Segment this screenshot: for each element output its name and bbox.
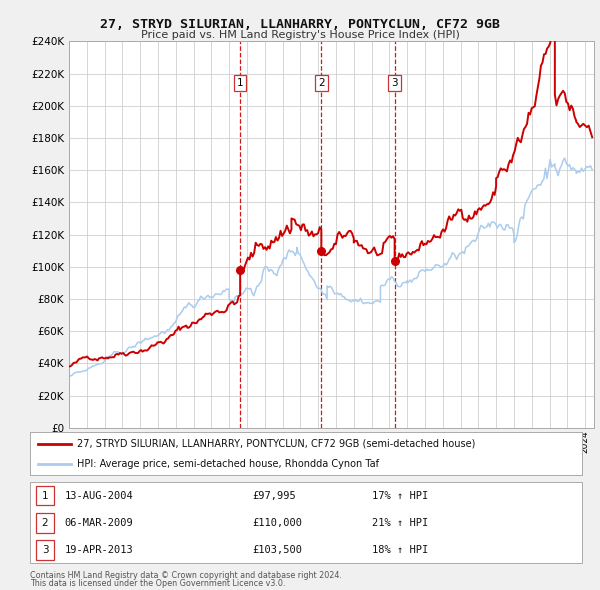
Text: 2: 2 [41,518,49,527]
Text: 06-MAR-2009: 06-MAR-2009 [65,518,134,527]
Text: £97,995: £97,995 [252,491,296,500]
Text: £110,000: £110,000 [252,518,302,527]
Text: Price paid vs. HM Land Registry's House Price Index (HPI): Price paid vs. HM Land Registry's House … [140,30,460,40]
Text: This data is licensed under the Open Government Licence v3.0.: This data is licensed under the Open Gov… [30,579,286,588]
Text: 27, STRYD SILURIAN, LLANHARRY, PONTYCLUN, CF72 9GB (semi-detached house): 27, STRYD SILURIAN, LLANHARRY, PONTYCLUN… [77,438,475,448]
Text: 1: 1 [41,491,49,500]
Text: 3: 3 [41,545,49,555]
Text: Contains HM Land Registry data © Crown copyright and database right 2024.: Contains HM Land Registry data © Crown c… [30,571,342,580]
Text: 1: 1 [237,78,244,88]
Text: 13-AUG-2004: 13-AUG-2004 [65,491,134,500]
Text: HPI: Average price, semi-detached house, Rhondda Cynon Taf: HPI: Average price, semi-detached house,… [77,459,379,469]
Text: 17% ↑ HPI: 17% ↑ HPI [372,491,428,500]
Text: 3: 3 [391,78,398,88]
Text: 2: 2 [318,78,325,88]
Text: 19-APR-2013: 19-APR-2013 [65,545,134,555]
Text: 27, STRYD SILURIAN, LLANHARRY, PONTYCLUN, CF72 9GB: 27, STRYD SILURIAN, LLANHARRY, PONTYCLUN… [100,18,500,31]
Text: 21% ↑ HPI: 21% ↑ HPI [372,518,428,527]
Text: £103,500: £103,500 [252,545,302,555]
Text: 18% ↑ HPI: 18% ↑ HPI [372,545,428,555]
